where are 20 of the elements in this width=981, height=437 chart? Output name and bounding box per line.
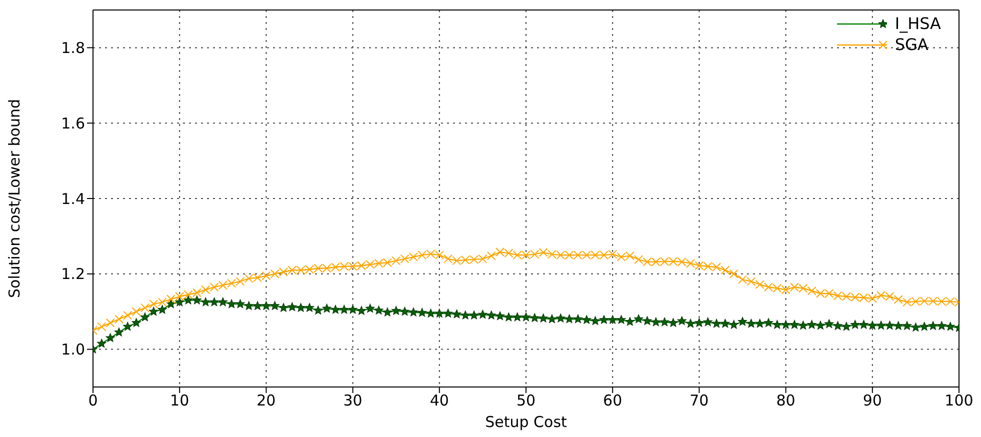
x-tick-label: 90 — [862, 392, 882, 410]
x-tick-label: 20 — [256, 392, 276, 410]
x-tick-label: 100 — [944, 392, 974, 410]
y-tick-label: 1.8 — [61, 39, 85, 58]
legend-label: I_HSA — [894, 14, 941, 33]
x-tick-label: 70 — [690, 392, 709, 410]
x-tick-label: 30 — [343, 392, 362, 410]
x-tick-label: 40 — [430, 392, 449, 410]
x-tick-label: 0 — [88, 392, 98, 410]
x-axis-title: Setup Cost — [485, 413, 568, 431]
x-tick-label: 60 — [603, 392, 622, 410]
y-tick-label: 1.0 — [61, 340, 85, 359]
legend-label: SGA — [894, 35, 928, 54]
y-tick-label: 1.4 — [61, 190, 85, 208]
x-tick-label: 10 — [170, 392, 190, 410]
x-tick-label: 50 — [516, 392, 536, 410]
y-tick-label: 1.2 — [61, 265, 85, 284]
x-tick-label: 80 — [776, 392, 796, 410]
y-axis-title: Solution cost/Lower bound — [5, 99, 24, 298]
y-tick-label: 1.6 — [61, 114, 85, 132]
